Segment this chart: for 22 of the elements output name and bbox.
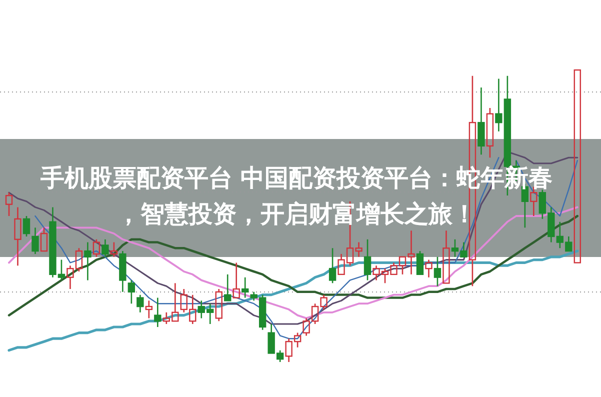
- candlestick: [215, 288, 222, 322]
- candlestick: [425, 259, 432, 278]
- candlestick: [5, 192, 13, 217]
- candlestick: [84, 242, 92, 281]
- candlestick: [102, 238, 109, 258]
- candlestick: [364, 238, 372, 281]
- candlestick: [434, 256, 442, 287]
- candlestick: [128, 280, 136, 304]
- candlestick: [119, 250, 126, 293]
- candlestick: [242, 276, 249, 298]
- candlestick: [232, 262, 240, 298]
- candlestick: [478, 86, 485, 156]
- candlestick: [442, 230, 450, 284]
- candlestick: [136, 294, 144, 314]
- candlestick: [145, 300, 153, 319]
- candlestick: [224, 274, 232, 302]
- candlestick: [486, 107, 494, 158]
- candlestick: [328, 247, 336, 284]
- candlestick: [14, 206, 22, 266]
- candlestick: [110, 242, 118, 258]
- candlestick: [154, 297, 162, 328]
- candlestick: [32, 227, 39, 255]
